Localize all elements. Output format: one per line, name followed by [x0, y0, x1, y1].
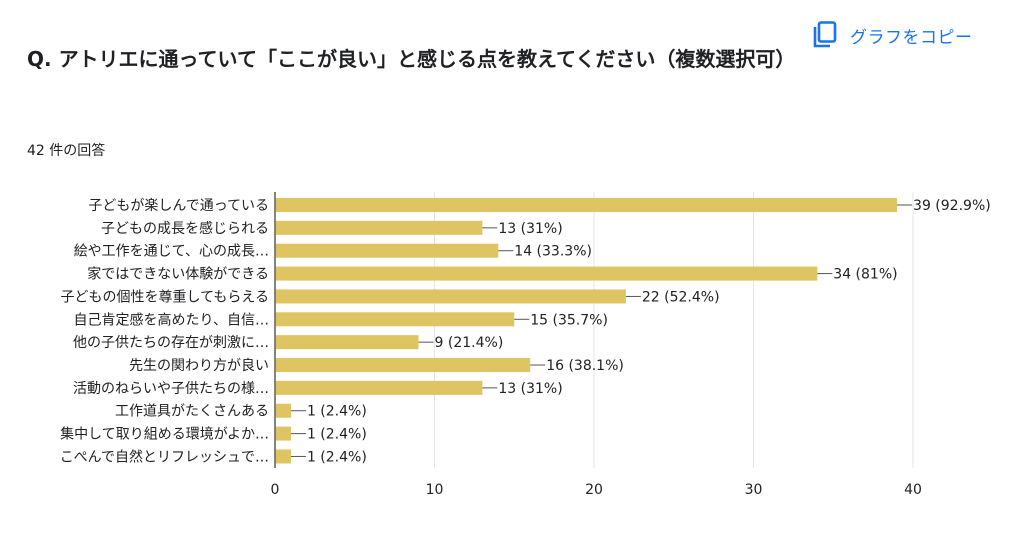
bar — [275, 380, 483, 395]
category-label: 工作道具がたくさんある — [115, 404, 269, 420]
category-label: 子どもの個性を尊重してもらえる — [61, 288, 269, 305]
copy-chart-label: グラフをコピー — [850, 27, 973, 48]
data-label: 1 (2.4%) — [307, 449, 367, 465]
bar — [275, 243, 499, 258]
x-tick-label: 20 — [585, 482, 603, 498]
data-label: 22 (52.4%) — [642, 289, 720, 305]
category-label: 家ではできない体験ができる — [87, 266, 269, 283]
data-label: 9 (21.4%) — [435, 335, 504, 351]
bar — [275, 403, 291, 418]
bar — [275, 289, 626, 304]
bar — [275, 335, 419, 350]
data-label: 16 (38.1%) — [546, 358, 624, 374]
data-label: 13 (31%) — [498, 381, 562, 397]
category-label: 自己肯定感を高めたり、自信… — [74, 311, 269, 328]
category-label: 活動のねらいや子供たちの様… — [73, 381, 269, 397]
category-label: 子どもの成長を感じられる — [101, 220, 269, 237]
bar — [275, 358, 531, 373]
x-tick-label: 0 — [271, 482, 280, 498]
data-label: 14 (33.3%) — [514, 244, 592, 260]
copy-chart-button[interactable]: グラフをコピー — [812, 18, 973, 52]
bar — [275, 426, 291, 441]
bar — [275, 266, 818, 281]
x-tick-label: 40 — [904, 482, 922, 498]
category-label: 他の子供たちの存在が刺激に… — [73, 334, 269, 351]
x-tick-label: 30 — [745, 482, 763, 498]
data-label: 15 (35.7%) — [530, 312, 608, 328]
x-tick-label: 10 — [426, 482, 444, 498]
data-label: 34 (81%) — [833, 267, 897, 283]
bar — [275, 312, 515, 327]
category-label: こぺんで自然とリフレッシュで… — [60, 448, 269, 465]
category-label: 先生の関わり方が良い — [129, 358, 269, 374]
data-label: 39 (92.9%) — [913, 198, 991, 214]
category-label: 子どもが楽しんで通っている — [88, 198, 269, 214]
data-label: 1 (2.4%) — [307, 427, 367, 443]
copy-icon — [813, 21, 837, 48]
response-count: 42 件の回答 — [27, 143, 106, 159]
category-label: 集中して取り組める環境がよか… — [60, 426, 269, 443]
question-title: Q. アトリエに通っていて「ここが良い」と感じる点を教えてください（複数選択可） — [27, 47, 796, 71]
bar — [275, 220, 483, 235]
bar — [275, 198, 898, 212]
data-label: 13 (31%) — [498, 221, 562, 237]
category-label: 絵や工作を通じて、心の成長… — [74, 244, 269, 260]
bar — [275, 449, 291, 464]
data-label: 1 (2.4%) — [307, 404, 367, 420]
